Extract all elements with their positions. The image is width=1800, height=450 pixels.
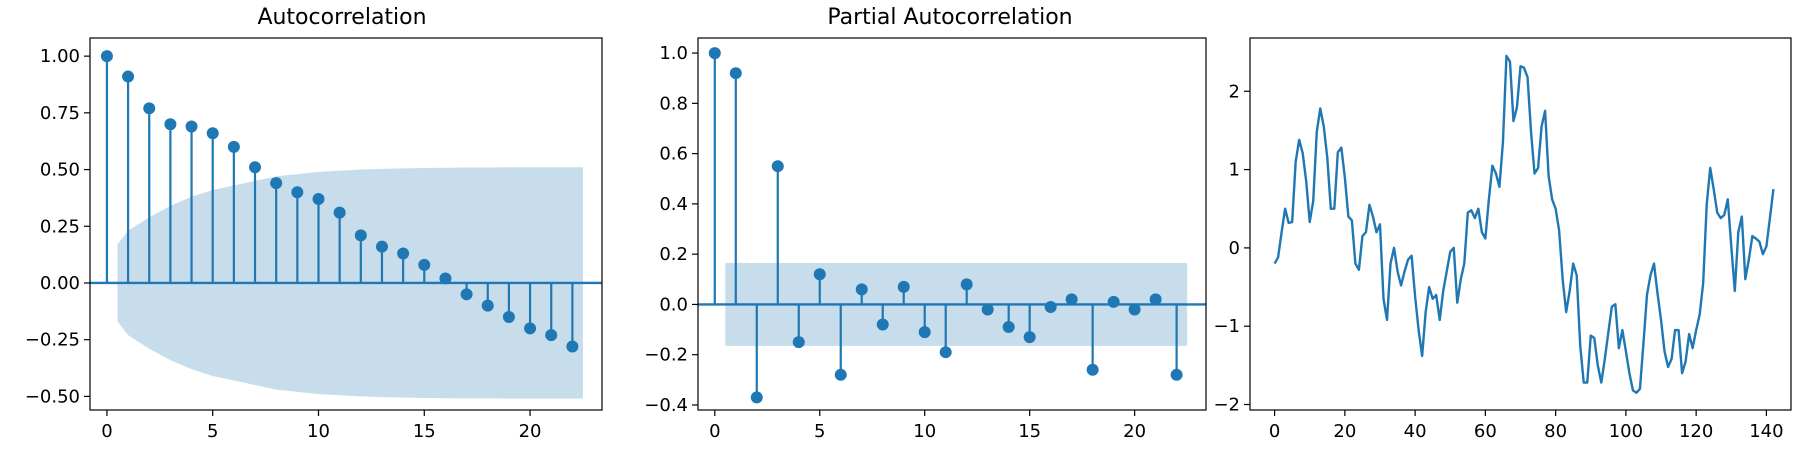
acf-ytick-label: 0.00 — [40, 273, 80, 294]
series-axes-frame — [1249, 37, 1792, 411]
series-xtick-label: 120 — [1679, 421, 1713, 442]
pacf-marker-0 — [708, 47, 721, 60]
pacf-ytick-label: −0.4 — [644, 395, 688, 416]
pacf-marker-3 — [771, 160, 784, 173]
pacf-marker-10 — [918, 326, 931, 339]
pacf-marker-18 — [1086, 363, 1099, 376]
acf-marker-10 — [312, 193, 325, 206]
acf-panel: Autocorrelation 0 5 10 15 20 −0.50 −0.25 0.00 0.… — [25, 5, 603, 442]
pacf-xtick-label: 10 — [913, 421, 936, 442]
series-xtick-label: 40 — [1404, 421, 1427, 442]
acf-marker-14 — [397, 247, 410, 260]
pacf-marker-7 — [855, 283, 868, 296]
pacf-ytick-label: 0.8 — [659, 93, 688, 114]
acf-marker-9 — [291, 186, 304, 199]
pacf-title: Partial Autocorrelation — [827, 5, 1072, 30]
acf-xtick-label: 5 — [207, 421, 218, 442]
pacf-marker-17 — [1065, 293, 1078, 306]
acf-marker-2 — [143, 102, 156, 115]
pacf-marker-22 — [1170, 368, 1183, 381]
pacf-marker-2 — [750, 391, 763, 404]
pacf-xtick-label: 15 — [1018, 421, 1041, 442]
series-ytick-label: 1 — [1229, 160, 1240, 181]
acf-marker-1 — [122, 70, 135, 83]
acf-xtick-label: 10 — [307, 421, 330, 442]
acf-title: Autocorrelation — [257, 5, 426, 30]
acf-marker-16 — [439, 272, 452, 285]
series-line — [1273, 54, 1775, 394]
pacf-ytick-label: −0.2 — [644, 345, 688, 366]
acf-marker-19 — [502, 311, 515, 323]
pacf-marker-20 — [1128, 303, 1141, 316]
pacf-panel: Partial Autocorrelation 0 5 10 15 20 −0.4 −0.2… — [644, 5, 1207, 442]
acf-ytick-label: −0.50 — [25, 386, 80, 407]
acf-marker-7 — [249, 161, 262, 174]
acf-marker-6 — [227, 140, 240, 153]
acf-marker-8 — [270, 177, 283, 190]
pacf-xtick-label: 0 — [709, 421, 720, 442]
acf-marker-13 — [375, 240, 388, 253]
pacf-marker-16 — [1044, 300, 1057, 313]
series-ytick-label: 2 — [1229, 81, 1240, 102]
pacf-ytick-label: 1.0 — [659, 43, 688, 64]
series-xtick-label: 0 — [1269, 421, 1280, 442]
series-xtick-label: 100 — [1609, 421, 1643, 442]
series-xtick-label: 60 — [1474, 421, 1497, 442]
pacf-marker-9 — [897, 280, 910, 293]
acf-marker-0 — [100, 50, 113, 63]
series-xtick-label: 80 — [1544, 421, 1567, 442]
acf-ytick-label: 0.25 — [40, 216, 80, 237]
pacf-marker-6 — [834, 368, 847, 381]
pacf-marker-5 — [813, 268, 826, 281]
acf-marker-12 — [354, 229, 367, 242]
acf-ytick-label: 1.00 — [40, 46, 80, 67]
pacf-marker-1 — [729, 67, 742, 80]
acf-ytick-label: −0.25 — [25, 330, 80, 351]
acf-axes-frame — [89, 37, 603, 411]
pacf-ytick-label: 0.0 — [659, 294, 688, 315]
acf-marker-5 — [206, 127, 219, 140]
acf-marker-3 — [164, 118, 177, 131]
acf-marker-15 — [418, 258, 431, 271]
acf-marker-4 — [185, 120, 198, 133]
acf-xtick-label: 15 — [413, 421, 436, 442]
pacf-xtick-label: 20 — [1123, 421, 1146, 442]
acf-marker-22 — [566, 340, 579, 353]
acf-marker-20 — [524, 322, 537, 335]
acf-marker-18 — [481, 299, 494, 312]
series-ytick-label: 0 — [1229, 238, 1240, 259]
series-ytick-label: −1 — [1213, 316, 1240, 337]
acf-xtick-label: 0 — [101, 421, 112, 442]
pacf-marker-21 — [1149, 293, 1162, 306]
pacf-xtick-label: 5 — [814, 421, 825, 442]
pacf-marker-4 — [792, 336, 805, 349]
pacf-marker-19 — [1107, 295, 1120, 308]
pacf-marker-11 — [939, 346, 952, 359]
pacf-marker-15 — [1023, 331, 1036, 344]
pacf-marker-14 — [1002, 321, 1015, 334]
acf-marker-17 — [460, 288, 473, 301]
acf-marker-21 — [545, 329, 558, 342]
series-ytick-label: −2 — [1213, 395, 1240, 416]
acf-marker-11 — [333, 206, 346, 219]
series-xtick-label: 20 — [1333, 421, 1356, 442]
pacf-marker-13 — [981, 303, 994, 316]
pacf-marker-8 — [876, 318, 889, 331]
pacf-ytick-label: 0.6 — [659, 144, 688, 165]
acf-ytick-label: 0.50 — [40, 160, 80, 181]
series-xtick-label: 140 — [1749, 421, 1783, 442]
pacf-axes-frame — [697, 37, 1207, 411]
series-panel: 0 20 40 60 80 100 120 140 −2 −1 0 1 2 — [1213, 37, 1792, 442]
pacf-marker-12 — [960, 278, 973, 291]
pacf-ytick-label: 0.2 — [659, 244, 688, 265]
acf-xtick-label: 20 — [519, 421, 542, 442]
pacf-ytick-label: 0.4 — [659, 194, 688, 215]
acf-ytick-label: 0.75 — [40, 103, 80, 124]
